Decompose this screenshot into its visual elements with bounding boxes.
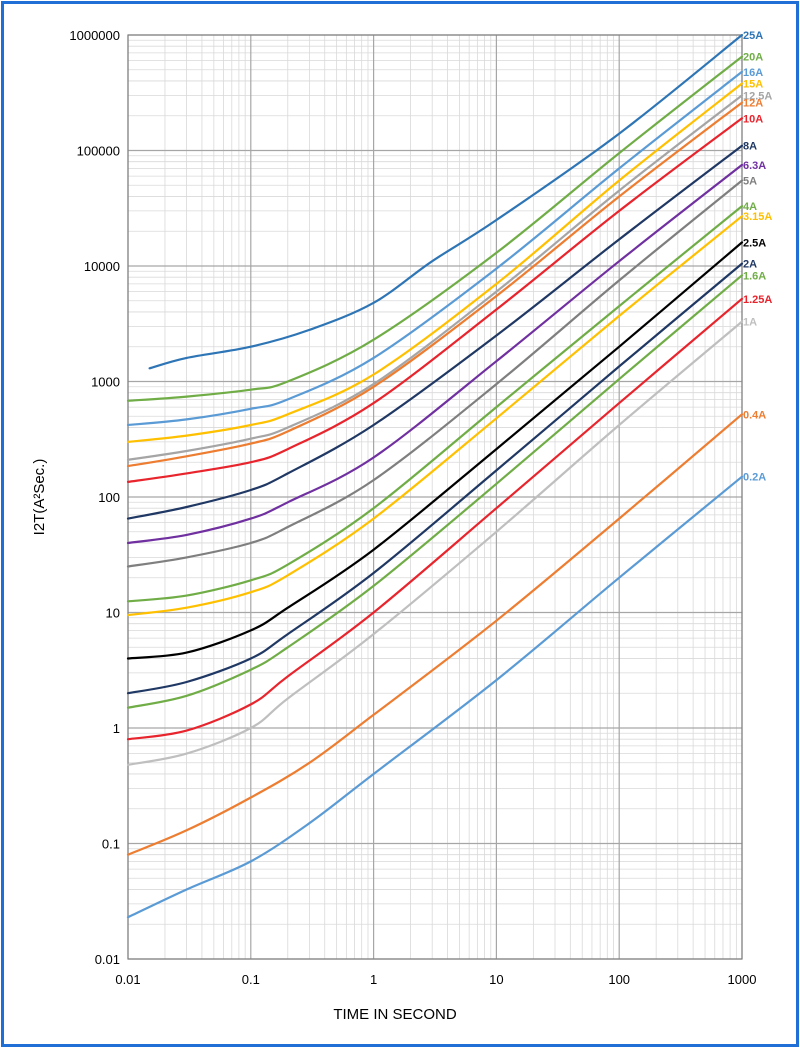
y-tick-label: 10000 [84,259,120,274]
y-tick-label: 1 [113,721,120,736]
series-line-2_5A [126,241,744,660]
series-layer [126,33,744,919]
series-label-12A: 12A [743,98,763,110]
series-line-10A [126,117,744,483]
series-label-1_6A: 1.6A [743,270,766,282]
y-tick-label: 0.1 [102,837,120,852]
series-line-0_2A [126,475,744,919]
series-label-5A: 5A [743,175,757,187]
y-tick-label: 1000000 [69,28,120,43]
series-label-15A: 15A [743,79,763,91]
series-line-8A [126,144,744,520]
series-line-25A [148,33,744,370]
series-label-8A: 8A [743,141,757,153]
series-line-1_25A [126,297,744,741]
y-tick-label: 0.01 [95,952,120,967]
series-line-4A [126,205,744,603]
x-tick-label: 0.1 [242,972,260,987]
series-label-0_4A: 0.4A [743,409,766,421]
series-line-15A [126,82,744,443]
x-tick-label: 1000 [728,972,757,987]
series-label-6_3A: 6.3A [743,160,766,172]
series-line-0_4A [126,413,744,856]
x-tick-label: 1 [370,972,377,987]
series-label-0_2A: 0.2A [743,472,766,484]
y-tick-label: 100 [98,490,120,505]
series-label-2A: 2A [743,259,757,271]
series-line-12_5A [126,94,744,461]
series-line-20A [126,55,744,402]
plot-border [127,34,743,960]
y-tick-label: 1000 [91,375,120,390]
series-line-6_3A [126,163,744,545]
series-label-12_5A: 12.5A [743,90,772,102]
series-label-16A: 16A [743,67,763,79]
series-label-3_15A: 3.15A [743,211,772,223]
series-label-1A: 1A [743,317,757,329]
y-tick-label: 100000 [77,144,120,159]
x-axis-title: TIME IN SECOND [333,1006,457,1023]
x-tick-label: 10 [489,972,503,987]
series-label-2_5A: 2.5A [743,237,766,249]
series-line-1_6A [126,274,744,709]
y-axis-title: I2T(A²Sec.) [31,459,48,536]
x-tick-label: 100 [608,972,630,987]
series-label-10A: 10A [743,113,763,125]
label-layer: 0.01 0.1 1 10 100 1000 0.01 0.1 1 10 100 1000 10000 1… [69,28,772,987]
series-label-25A: 25A [743,30,763,42]
series-line-16A [126,70,744,427]
series-line-3_15A [126,215,744,617]
series-line-1A [126,320,744,766]
y-tick-label: 10 [106,606,120,621]
series-line-2A [126,262,744,695]
series-line-12A [126,101,744,468]
series-line-5A [126,179,744,568]
series-label-1_25A: 1.25A [743,294,772,306]
series-label-20A: 20A [743,52,763,64]
series-label-4A: 4A [743,201,757,213]
x-tick-label: 0.01 [115,972,140,987]
